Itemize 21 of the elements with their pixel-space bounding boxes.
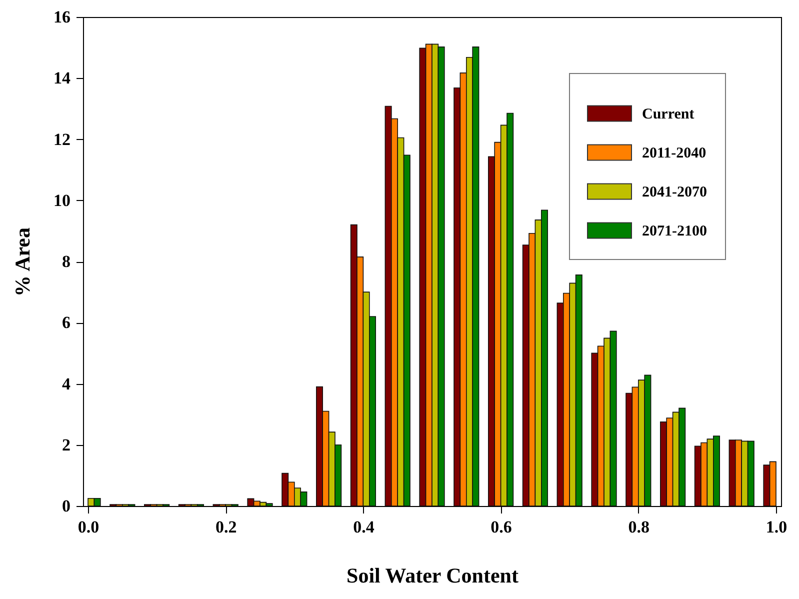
y-tick-label: 8 — [62, 252, 70, 271]
x-tick-label: 0.6 — [490, 518, 512, 536]
y-tick-label: 0 — [62, 496, 70, 516]
y-tick-label: 12 — [54, 130, 70, 149]
y-tick-label: 16 — [54, 8, 70, 26]
x-axis-title: Soil Water Content — [346, 564, 518, 588]
y-tick-label: 14 — [54, 68, 71, 88]
x-tick-label: 1.0 — [766, 518, 788, 536]
x-tick-label: 0.2 — [215, 518, 237, 536]
y-tick-label: 10 — [54, 190, 70, 210]
legend-label: Current — [642, 106, 694, 122]
y-axis-title: % Area — [10, 226, 34, 297]
x-tick-label: 0.0 — [78, 518, 100, 536]
legend-label: 2071-2100 — [642, 224, 707, 240]
y-tick-label: 2 — [62, 435, 70, 454]
x-tick-label: 0.4 — [353, 518, 375, 536]
x-tick-label: 0.8 — [628, 518, 650, 536]
y-tick-label: 4 — [62, 374, 71, 394]
legend-label: 2041-2070 — [642, 184, 707, 200]
legend-label: 2011-2040 — [642, 146, 706, 162]
y-tick-label: 6 — [62, 313, 70, 332]
